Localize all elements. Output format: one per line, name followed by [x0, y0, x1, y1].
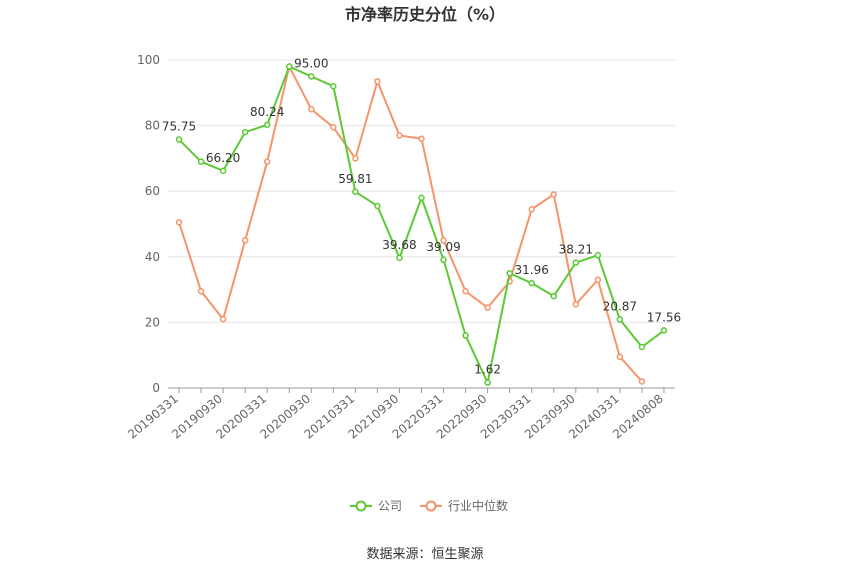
data-label: 66.20 — [206, 151, 240, 165]
data-point — [418, 194, 425, 202]
data-label: 1.62 — [474, 363, 501, 377]
legend-label: 行业中位数 — [448, 498, 508, 513]
y-tick-label: 60 — [145, 184, 160, 198]
data-point — [285, 63, 293, 70]
chart-title: 市净率历史分位（%） — [345, 5, 505, 24]
data-label: 75.75 — [162, 120, 196, 134]
data-point — [330, 82, 337, 90]
data-point — [197, 158, 205, 165]
legend-swatch-marker — [355, 500, 367, 512]
data-point — [308, 73, 315, 80]
data-point — [638, 343, 646, 351]
data-label: 80.24 — [250, 105, 284, 119]
data-point — [330, 123, 337, 131]
data-labels: 75.75 66.20 80.24 95.00 59.81 39.68 39.09 1.62 3… — [162, 56, 681, 376]
data-label: 95.00 — [294, 56, 328, 70]
data-point — [241, 237, 249, 244]
y-tick-label: 0 — [152, 381, 160, 395]
data-label: 38.21 — [559, 243, 593, 257]
legend-label: 公司 — [378, 499, 402, 513]
data-label: 31.96 — [515, 263, 549, 277]
data-point — [594, 251, 602, 259]
data-point — [374, 78, 381, 85]
data-point — [638, 378, 646, 385]
data-point — [241, 128, 249, 136]
data-point — [396, 132, 403, 139]
data-point — [440, 237, 447, 244]
y-tick-label: 80 — [145, 119, 160, 133]
legend-swatch-marker — [425, 500, 437, 512]
data-point — [263, 158, 271, 165]
data-point — [550, 191, 558, 198]
legend[interactable]: 公司 行业中位数 — [350, 498, 508, 513]
data-point — [308, 105, 315, 113]
y-tick-label: 20 — [145, 315, 160, 329]
y-tick-label: 40 — [145, 250, 160, 264]
data-label: 17.56 — [647, 310, 681, 324]
data-point — [374, 202, 381, 210]
data-point — [219, 315, 227, 323]
data-point — [506, 269, 513, 277]
data-point — [396, 254, 403, 262]
data-point — [352, 155, 359, 162]
series — [175, 63, 668, 386]
series-line — [178, 65, 643, 383]
data-point — [219, 167, 227, 175]
data-point — [484, 304, 491, 311]
data-point — [462, 332, 469, 339]
data-point — [263, 121, 271, 129]
data-point — [197, 287, 205, 295]
data-point — [550, 292, 558, 300]
data-point — [528, 279, 535, 287]
data-point — [462, 287, 469, 295]
data-point — [418, 135, 425, 142]
data-point — [660, 327, 668, 334]
data-point — [572, 259, 580, 266]
data-label: 39.68 — [382, 238, 416, 252]
data-point — [572, 301, 580, 308]
data-point — [616, 353, 624, 361]
data-point — [175, 136, 183, 143]
data-label: 59.81 — [338, 172, 372, 186]
data-point — [175, 219, 183, 226]
data-point — [528, 205, 535, 213]
y-tick-label: 100 — [137, 53, 160, 67]
data-point — [616, 316, 624, 323]
data-point — [594, 276, 602, 284]
data-label: 39.09 — [426, 240, 460, 254]
data-point — [484, 379, 491, 386]
data-point — [352, 188, 359, 196]
source-note: 数据来源：恒生聚源 — [366, 547, 483, 562]
data-point — [440, 256, 447, 264]
data-label: 20.87 — [603, 300, 637, 314]
